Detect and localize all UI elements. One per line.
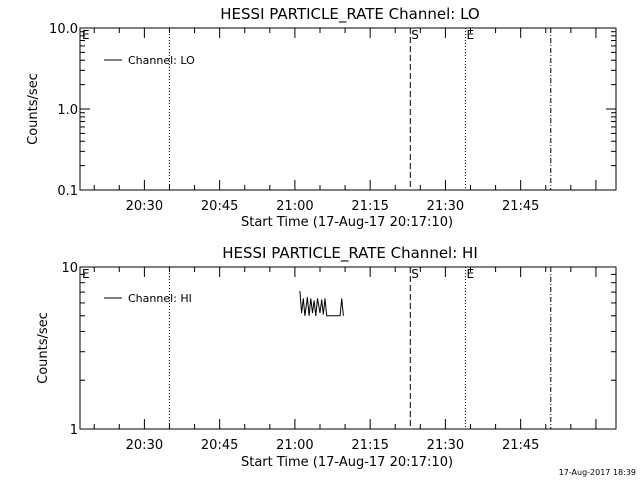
x-tick-label: 21:00 [276,438,313,453]
chart-title-hi: HESSI PARTICLE_RATE Channel: HI [222,244,478,263]
y-axis-label-hi: Counts/sec [36,312,51,384]
x-tick-label: 21:45 [502,438,539,453]
legend-hi: Channel: HI [104,292,192,305]
x-tick-label: 21:30 [427,438,464,453]
x-tick-label: 21:15 [351,438,388,453]
event-marker-label: S [411,28,419,42]
y-tick-label: 0.1 [57,184,78,199]
event-marker-label: S [411,267,419,281]
x-tick-label: 21:30 [427,199,464,214]
x-tick-label: 20:45 [201,438,238,453]
plot-frame-hi [79,266,617,430]
y-tick-label: 10.0 [49,22,78,37]
x-tick-label: 21:45 [502,199,539,214]
x-tick-label: 21:15 [351,199,388,214]
y-tick-label: 1 [70,423,78,438]
x-tick-label: 20:45 [201,199,238,214]
chart-title-lo: HESSI PARTICLE_RATE Channel: LO [220,5,479,24]
y-tick-label: 1.0 [57,103,78,118]
y-axis-lo: 0.1 1.0 10.0 [49,22,616,199]
chart-panel-lo: HESSI PARTICLE_RATE Channel: LO 0.1 1.0 10… [26,5,617,230]
x-axis-lo: 20:30 20:45 21:00 21:15 21:30 21:45 [93,28,597,214]
x-tick-label: 20:30 [126,199,163,214]
series-hi [299,291,344,317]
legend-entry-lo: Channel: LO [128,54,195,67]
y-axis-hi: 1 10 [61,261,616,438]
event-marker-label: E [466,267,474,281]
plot-frame-lo [79,27,617,191]
x-axis-hi: 20:30 20:45 21:00 21:15 21:30 21:45 [93,267,597,453]
chart-panel-hi: HESSI PARTICLE_RATE Channel: HI 1 10 20:3… [36,244,617,470]
legend-entry-hi: Channel: HI [128,292,192,305]
event-marker-label: E [82,267,90,281]
footer-timestamp: 17-Aug-2017 18:39 [559,468,636,477]
x-tick-label: 20:30 [126,438,163,453]
legend-lo: Channel: LO [104,54,195,67]
event-marker-label: E [82,28,90,42]
event-marker-label: E [466,28,474,42]
series-line-hi [299,291,344,317]
x-tick-label: 21:00 [276,199,313,214]
y-axis-label-lo: Counts/sec [26,73,41,145]
y-tick-label: 10 [61,261,78,276]
x-axis-label-hi: Start Time (17-Aug-17 20:17:10) [241,455,453,470]
x-axis-label-lo: Start Time (17-Aug-17 20:17:10) [241,215,453,230]
